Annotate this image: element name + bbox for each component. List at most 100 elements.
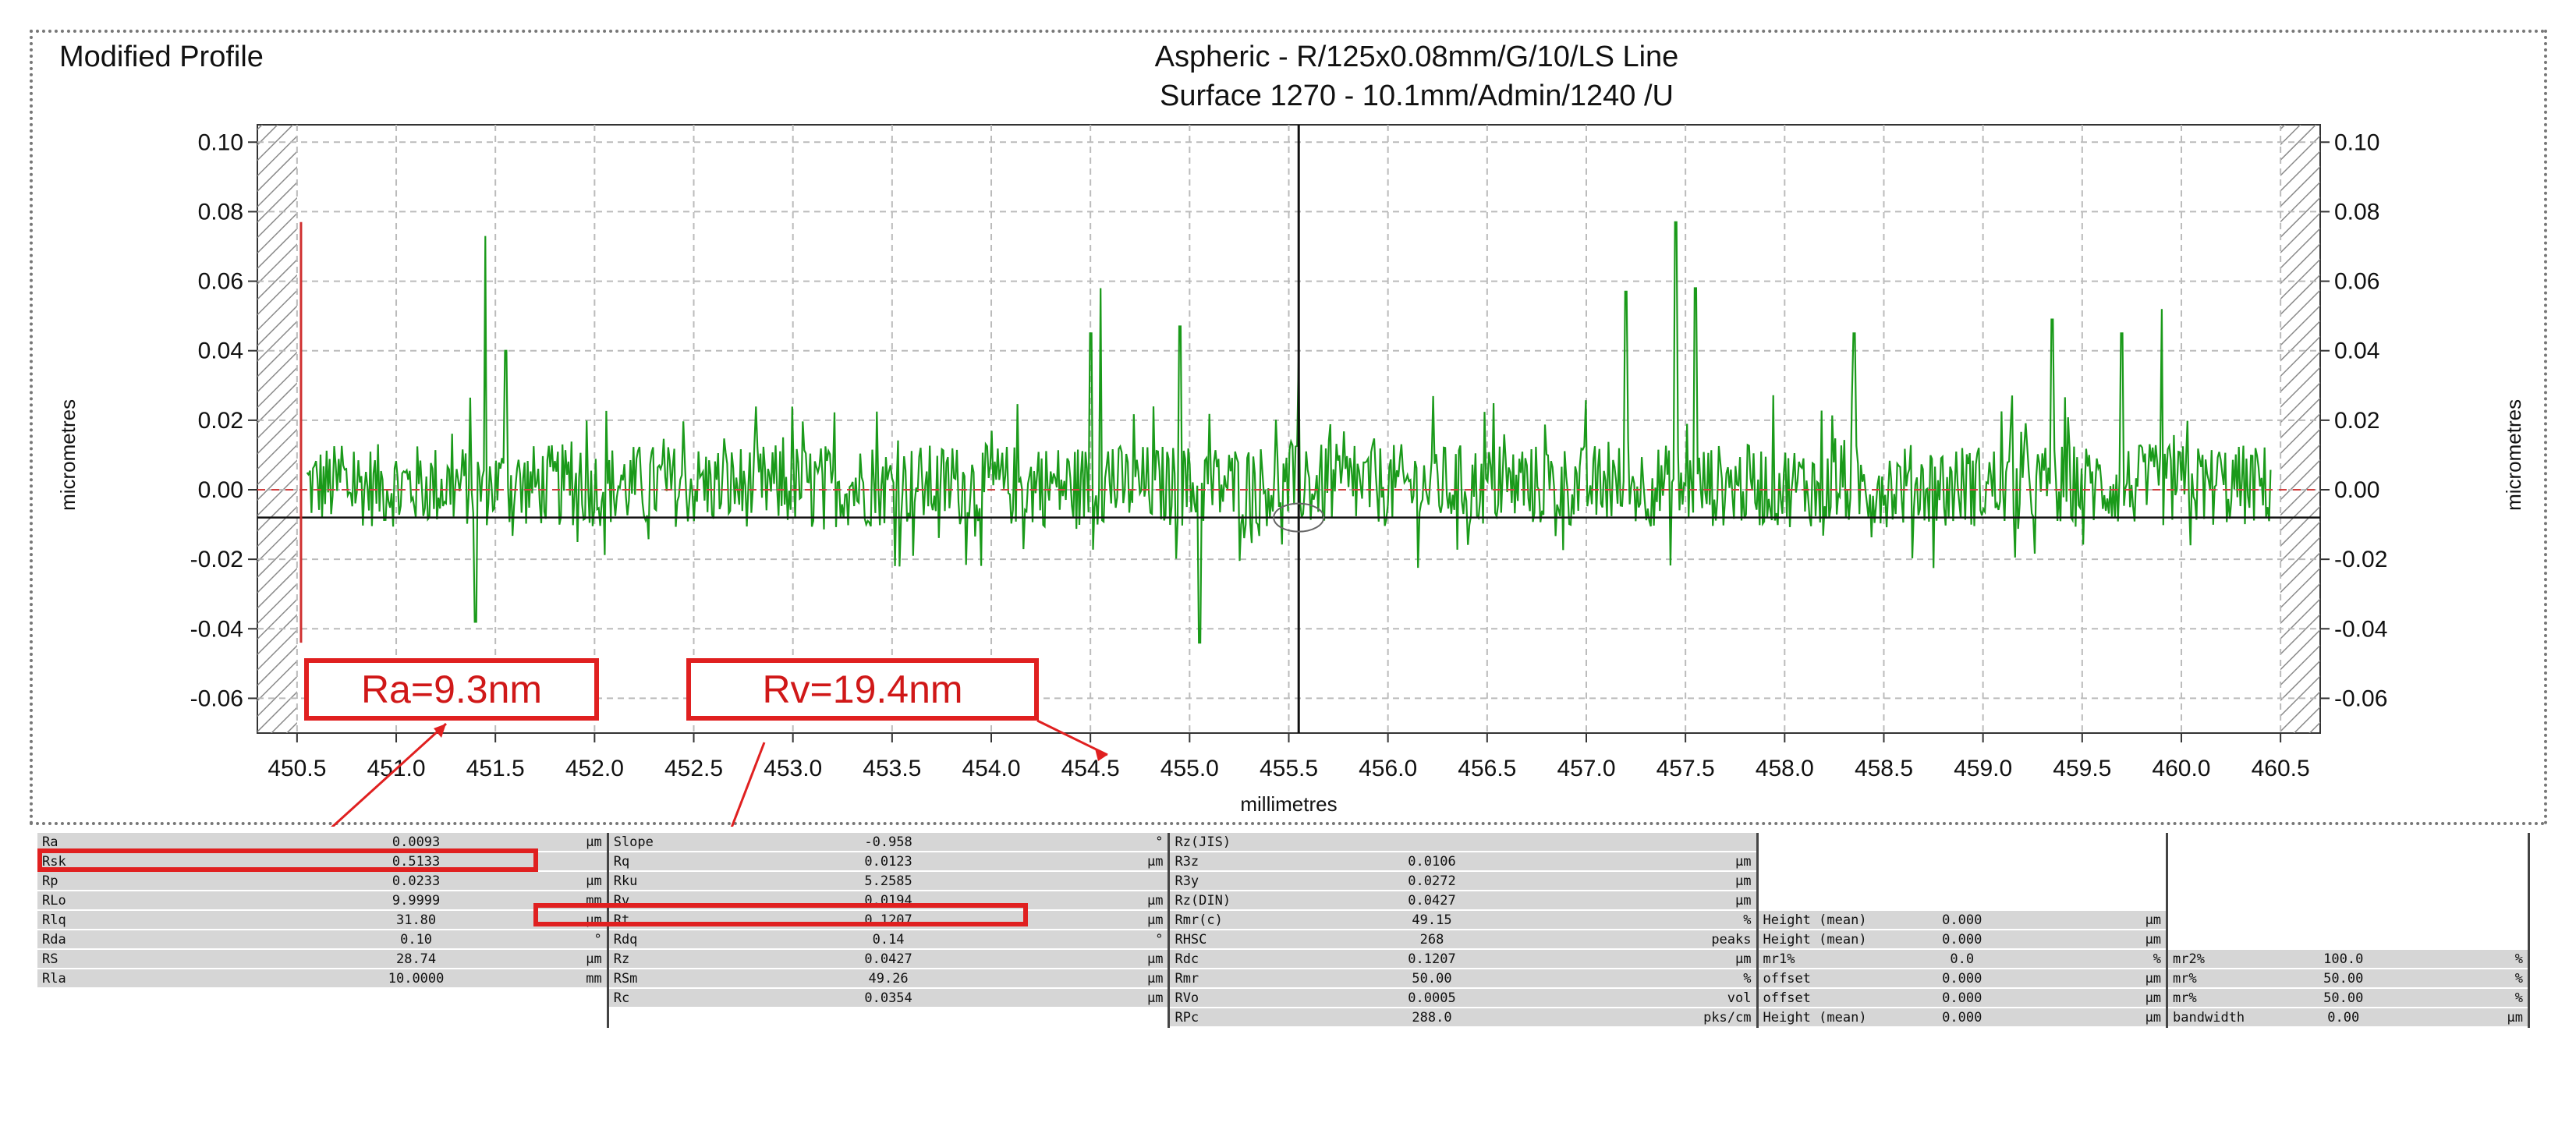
stats-row: Ra 0.0093 µm Slope -0.958 ° Rz(JIS) (37, 833, 2531, 852)
stat-value (2291, 871, 2396, 891)
stat-value: 0.0233 (331, 871, 501, 891)
stat-param: Height (mean) (1757, 1008, 1891, 1028)
stat-param: R3z (1168, 852, 1321, 872)
stat-unit: µm (501, 871, 609, 891)
stat-value: 0.10 (331, 930, 501, 950)
stat-unit: ° (501, 930, 609, 950)
stat-unit: mm (501, 969, 609, 989)
stat-value (1890, 833, 2034, 852)
stat-param: Rt (608, 910, 813, 930)
stat-unit (2033, 833, 2169, 852)
stat-value: -0.958 (812, 833, 965, 852)
stat-param: Rq (608, 852, 813, 872)
stat-value: 0.000 (1890, 969, 2034, 989)
x-tick-label: 456.0 (1359, 756, 1417, 781)
profile-chart: 450.5451.0451.5452.0452.5453.0453.5454.0… (56, 124, 2525, 827)
stat-param: bandwidth (2167, 1008, 2292, 1028)
y-tick-label-right: 0.08 (2334, 199, 2379, 225)
annotation-arrow-ra (331, 722, 448, 827)
stat-unit (1543, 833, 1759, 852)
x-tick-label: 450.5 (268, 756, 326, 781)
stat-unit: ° (964, 833, 1171, 852)
hatched-region-right (2280, 125, 2320, 733)
stat-value: 0.0427 (1320, 891, 1543, 911)
x-tick-label: 458.5 (1855, 756, 1913, 781)
y-tick-label-left: -0.06 (190, 685, 243, 711)
stat-unit: µm (1543, 871, 1759, 891)
stat-value: 0.0 (1890, 949, 2034, 969)
stat-param: RVo (1168, 988, 1321, 1008)
y-tick-label-right: 0.10 (2334, 129, 2379, 155)
stats-row: RS 28.74 µm Rz 0.0427 µm Rdc 0.1207 µm mr1% 0.0% mr… (37, 949, 2531, 969)
stat-unit: % (1543, 969, 1759, 989)
stat-unit: µm (2395, 1008, 2531, 1028)
stat-unit (2033, 852, 2169, 872)
stat-value: 0.0427 (812, 949, 965, 969)
stat-unit: µm (501, 833, 609, 852)
stats-row: RLo 9.9999 mm Rv 0.0194 µm Rz(DIN) 0.0427 µm (37, 891, 2531, 911)
y-tick-label-left: 0.06 (198, 269, 243, 295)
stat-param: Rz(JIS) (1168, 833, 1321, 852)
stat-param: Slope (608, 833, 813, 852)
stat-unit: µm (964, 969, 1171, 989)
stat-unit: µm (964, 988, 1171, 1008)
stat-param: Rv (608, 891, 813, 911)
stat-value: 0.000 (1890, 910, 2034, 930)
x-tick-label: 459.0 (1954, 756, 2012, 781)
stat-param (37, 988, 332, 1008)
stat-unit (2033, 891, 2169, 911)
stat-param: Ra (37, 833, 332, 852)
x-tick-label: 455.0 (1160, 756, 1219, 781)
stat-value: 0.000 (1890, 1008, 2034, 1028)
stat-value (2291, 891, 2396, 911)
stats-row: Rda 0.10 ° Rdq 0.14 ° RHSC 268 peaks Height (mean… (37, 930, 2531, 950)
stat-param: Rc (608, 988, 813, 1008)
x-tick-label: 452.0 (565, 756, 624, 781)
stats-row: Rsk 0.5133 Rq 0.0123 µm R3z 0.0106 µm (37, 852, 2531, 872)
stat-param: Rla (37, 969, 332, 989)
x-tick-label: 454.5 (1061, 756, 1120, 781)
stat-value (331, 988, 501, 1008)
stat-value (1890, 891, 2034, 911)
y-tick-label-left: 0.02 (198, 408, 243, 434)
stat-value: 268 (1320, 930, 1543, 950)
stat-unit (2395, 930, 2531, 950)
stat-value: 0.1207 (812, 910, 965, 930)
stat-unit: µm (501, 910, 609, 930)
stat-value (812, 1008, 965, 1028)
stat-param (37, 1008, 332, 1028)
stat-value (1890, 852, 2034, 872)
x-tick-label: 458.0 (1756, 756, 1814, 781)
stat-value: 0.0354 (812, 988, 965, 1008)
stat-param: mr% (2167, 969, 2292, 989)
stat-unit (2395, 871, 2531, 891)
stat-param: Rdq (608, 930, 813, 950)
stat-unit: % (2395, 969, 2531, 989)
stat-unit: µm (1543, 891, 1759, 911)
stat-param (2167, 833, 2292, 852)
stat-unit: µm (2033, 988, 2169, 1008)
x-tick-label: 453.5 (863, 756, 921, 781)
stat-unit: % (2395, 949, 2531, 969)
stat-param: Rmr(c) (1168, 910, 1321, 930)
stat-param: Rz (608, 949, 813, 969)
stat-value (1890, 871, 2034, 891)
stat-unit: µm (2033, 930, 2169, 950)
stat-value: 49.15 (1320, 910, 1543, 930)
stat-value: 28.74 (331, 949, 501, 969)
stat-param: R3y (1168, 871, 1321, 891)
stat-unit (501, 852, 609, 872)
y-tick-label-right: -0.06 (2334, 685, 2387, 711)
stat-value: 0.0194 (812, 891, 965, 911)
stat-value: 31.80 (331, 910, 501, 930)
x-tick-label: 457.0 (1557, 756, 1615, 781)
y-tick-label-left: 0.04 (198, 338, 243, 364)
stat-param: Height (mean) (1757, 930, 1891, 950)
y-tick-label-left: 0.10 (198, 129, 243, 155)
stats-row: Rc 0.0354 µm RVo 0.0005 vol offset 0.000 µm mr% 50… (37, 988, 2531, 1008)
plot-mode-label: Modified Profile (59, 41, 264, 73)
stat-unit (2395, 891, 2531, 911)
stat-param (2167, 910, 2292, 930)
y-tick-label-right: 0.02 (2334, 408, 2379, 434)
stat-value: 288.0 (1320, 1008, 1543, 1028)
